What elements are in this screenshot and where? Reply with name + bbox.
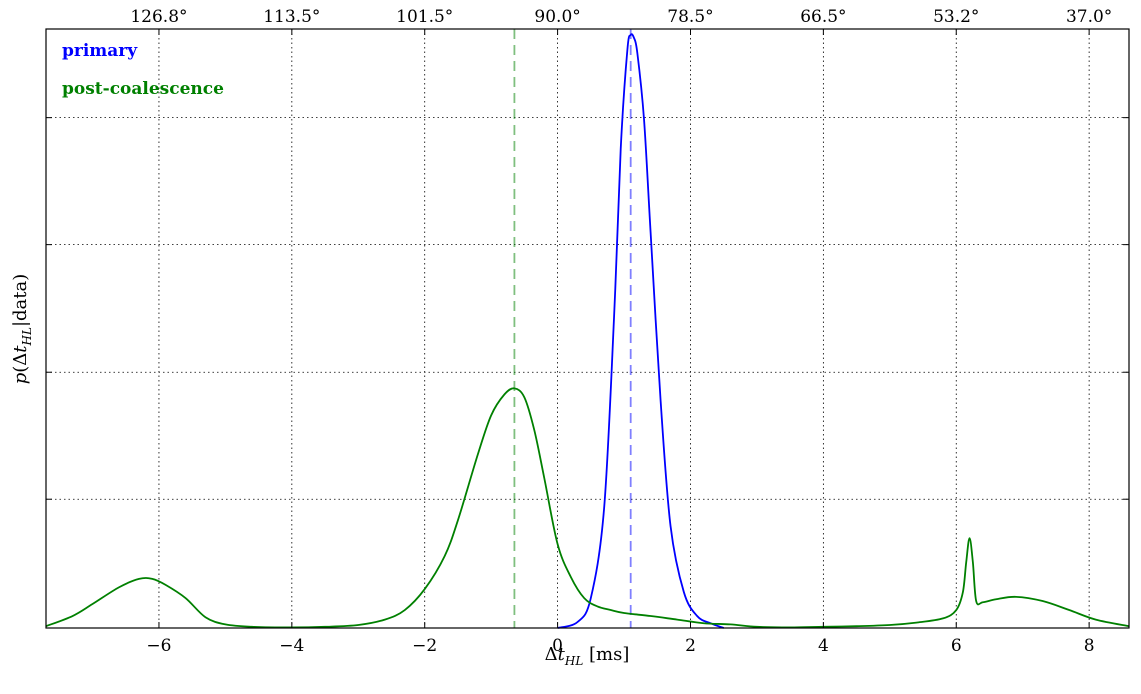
top-tick-label: 90.0° xyxy=(534,7,580,27)
top-tick-label: 78.5° xyxy=(667,7,713,27)
x-tick-label: −4 xyxy=(279,636,304,656)
top-tick-label: 101.5° xyxy=(396,7,453,27)
top-tick-label: 66.5° xyxy=(800,7,846,27)
x-tick-label: −2 xyxy=(412,636,437,656)
top-tick-label: 37.0° xyxy=(1066,7,1112,27)
top-tick-label: 113.5° xyxy=(263,7,320,27)
x-tick-label: 0 xyxy=(552,636,563,656)
legend-label-post-coalescence: post-coalescence xyxy=(62,79,224,99)
series-lines xyxy=(45,33,1130,629)
x-tick-label: 4 xyxy=(818,636,829,656)
plot-frame xyxy=(45,28,1130,629)
x-tick-label: 8 xyxy=(1084,636,1095,656)
x-axis-label: ΔtHL [ms] xyxy=(545,644,630,668)
x-tick-label: 2 xyxy=(685,636,696,656)
legend-label-primary: primary xyxy=(62,41,138,61)
peak-markers xyxy=(513,29,632,628)
grid xyxy=(46,29,1129,628)
x-tick-label: −6 xyxy=(146,636,171,656)
top-tick-label: 126.8° xyxy=(130,7,187,27)
series-line-post-coalescence xyxy=(45,387,1130,629)
x-tick-label: 6 xyxy=(951,636,962,656)
axis-ticks: −6 −4 −2 0 2 4 6 8 126.8° 113.5° 101.5° 90.0° 78.5° 6… xyxy=(46,7,1129,656)
series-line-primary xyxy=(557,33,725,629)
top-tick-label: 53.2° xyxy=(933,7,979,27)
y-axis-label: p(ΔtHL|data) xyxy=(10,274,34,385)
